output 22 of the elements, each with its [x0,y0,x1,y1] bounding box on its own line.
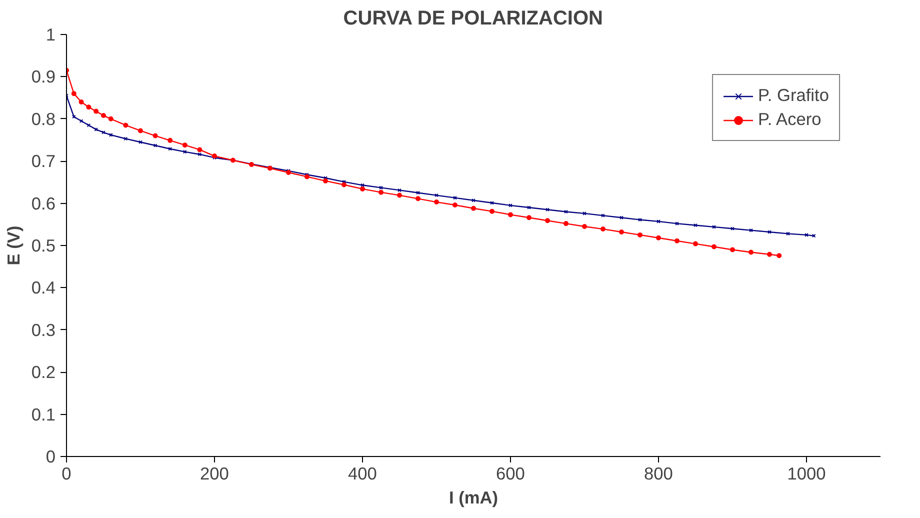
x-axis-title: I (mA) [448,488,498,508]
y-axis-title: E (V) [3,226,24,266]
y-tick-label: 0.9 [31,66,56,87]
y-tick-label: 0.3 [31,320,56,340]
x-tick-label: 200 [200,464,229,484]
x-tick-label: 0 [62,464,72,484]
y-tick-label: 0.2 [31,362,56,382]
y-tick-label: 1 [46,24,56,44]
legend-label: P. Grafito [758,85,829,106]
y-tick-label: 0.1 [31,404,56,424]
y-tick-label: 0.5 [31,236,56,256]
y-tick-label: 0.6 [31,193,56,214]
chart-title: CURVA DE POLARIZACION [343,8,603,30]
x-tick-label: 1000 [787,464,826,484]
legend-label: P. Acero [758,109,822,130]
y-tick-label: 0.8 [31,108,56,129]
x-tick-label: 800 [644,464,673,484]
x-tick-label: 600 [496,464,525,484]
x-tick-label: 400 [348,464,377,484]
y-tick-label: 0.7 [31,151,56,172]
y-tick-label: 0.4 [31,278,56,298]
y-tick-label: 0 [46,446,56,466]
